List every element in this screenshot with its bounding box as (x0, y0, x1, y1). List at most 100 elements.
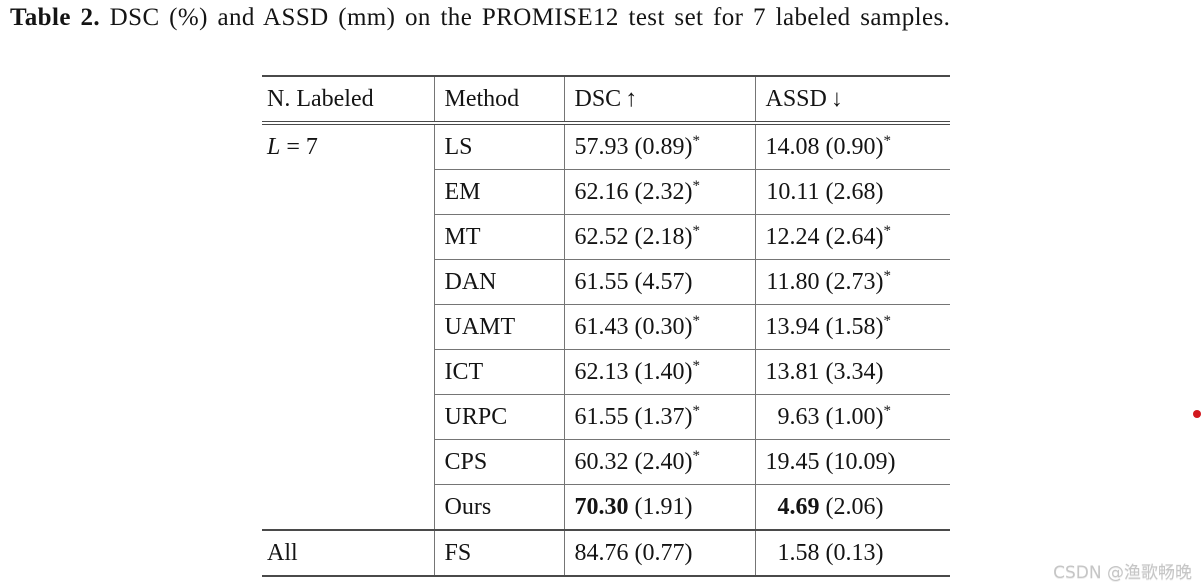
csdn-watermark: CSDN @渔歌畅晚 (1053, 563, 1192, 583)
dsc-cell: 60.32 (2.40)* (563, 439, 755, 485)
assd-value: 10.11 (766, 178, 820, 205)
header-method: Method (433, 75, 564, 125)
assd-std: (2.73) (819, 268, 884, 295)
significance-star: * (692, 177, 700, 194)
dsc-cell: 61.55 (4.57) (563, 259, 755, 305)
assd-std: (10.09) (819, 448, 896, 475)
method-cell: Ours (433, 484, 564, 531)
dsc-cell: 62.13 (1.40)* (563, 349, 755, 395)
assd-std: (2.06) (819, 493, 884, 520)
assd-std: (3.34) (819, 358, 884, 385)
dsc-value: 70.30 (574, 493, 629, 520)
assd-cell: 9.63 (1.00)* (754, 394, 950, 440)
table-row: ICT 62.13 (1.40)* 13.81 (3.34) (262, 349, 950, 395)
header-row: N. Labeled Method DSC ↑ ASSD ↓ (262, 75, 950, 125)
dsc-std: (2.40) (628, 448, 693, 475)
assd-cell: 10.11 (2.68) (754, 169, 950, 215)
table-row: L = 7 LS 57.93 (0.89)* 14.08 (0.90)* (262, 123, 950, 531)
dsc-std: (0.89) (628, 133, 693, 160)
significance-star: * (883, 312, 891, 329)
significance-star: * (883, 402, 891, 419)
assd-cell: 13.94 (1.58)* (754, 304, 950, 350)
header-n-labeled: N. Labeled (262, 75, 434, 125)
dsc-cell: 57.93 (0.89)* (563, 123, 755, 170)
table-row: EM 62.16 (2.32)* 10.11 (2.68) (262, 169, 950, 215)
assd-cell: 11.80 (2.73)* (754, 259, 950, 305)
dsc-value: 57.93 (574, 133, 629, 160)
assd-cell: 4.69 (2.06) (754, 484, 950, 531)
assd-std: (0.13) (819, 539, 884, 566)
significance-star: * (883, 267, 891, 284)
assd-std: (1.58) (819, 313, 884, 340)
header-dsc: DSC ↑ (563, 75, 755, 125)
assd-cell: 1.58 (0.13) (754, 530, 950, 577)
dsc-std: (2.32) (628, 178, 693, 205)
dsc-std: (2.18) (628, 223, 693, 250)
dsc-cell: 70.30 (1.91) (563, 484, 755, 531)
dsc-cell: 84.76 (0.77) (563, 530, 755, 577)
up-arrow-icon: ↑ (625, 85, 638, 112)
assd-std: (2.68) (819, 178, 884, 205)
group-label-cell: All (262, 530, 434, 577)
assd-cell: 13.81 (3.34) (754, 349, 950, 395)
method-cell: LS (433, 123, 564, 170)
method-cell: ICT (433, 349, 564, 395)
method-cell: EM (433, 169, 564, 215)
table-row-ours: Ours 70.30 (1.91) 4.69 (2.06) (262, 484, 950, 531)
assd-value: 9.63 (777, 403, 820, 430)
assd-value: 19.45 (765, 448, 820, 475)
dsc-std: (1.40) (628, 358, 693, 385)
dsc-value: 84.76 (574, 539, 629, 566)
group-label-cell: L = 7 (262, 123, 434, 531)
table-row: UAMT 61.43 (0.30)* 13.94 (1.58)* (262, 304, 950, 350)
assd-std: (2.64) (819, 223, 884, 250)
group-label-rest: = 7 (280, 134, 318, 160)
dsc-cell: 61.55 (1.37)* (563, 394, 755, 440)
dsc-std: (1.37) (628, 403, 693, 430)
assd-value: 13.81 (765, 358, 820, 385)
assd-value: 14.08 (765, 133, 820, 160)
assd-std: (0.90) (819, 133, 884, 160)
assd-value: 1.58 (777, 539, 820, 566)
dsc-value: 62.52 (574, 223, 629, 250)
significance-star: * (883, 222, 891, 239)
method-cell: DAN (433, 259, 564, 305)
caption-label: Table 2. (10, 4, 101, 31)
assd-value: 4.69 (777, 493, 820, 520)
dsc-std: (1.91) (628, 493, 693, 520)
assd-value: 11.80 (766, 268, 820, 295)
significance-star: * (692, 222, 700, 239)
assd-value: 12.24 (765, 223, 820, 250)
significance-star: * (692, 312, 700, 329)
method-cell: UAMT (433, 304, 564, 350)
table-row: URPC 61.55 (1.37)* 9.63 (1.00)* (262, 394, 950, 440)
significance-star: * (692, 357, 700, 374)
assd-cell: 14.08 (0.90)* (754, 123, 950, 170)
method-cell: CPS (433, 439, 564, 485)
assd-value: 13.94 (765, 313, 820, 340)
assd-cell: 12.24 (2.64)* (754, 214, 950, 260)
table-row: DAN 61.55 (4.57) 11.80 (2.73)* (262, 259, 950, 305)
significance-star: * (692, 132, 700, 149)
dsc-value: 61.55 (574, 268, 629, 295)
group-label-variable: L (267, 134, 281, 160)
dsc-value: 60.32 (574, 448, 629, 475)
significance-star: * (692, 447, 700, 464)
dsc-value: 62.13 (574, 358, 629, 385)
assd-std: (1.00) (819, 403, 884, 430)
down-arrow-icon: ↓ (830, 85, 843, 112)
table-row: CPS 60.32 (2.40)* 19.45 (10.09) (262, 439, 950, 485)
dsc-value: 61.55 (574, 403, 629, 430)
header-assd-label: ASSD (765, 85, 827, 112)
significance-star: * (692, 402, 700, 419)
dsc-std: (0.77) (628, 539, 693, 566)
header-assd: ASSD ↓ (754, 75, 950, 125)
dsc-std: (4.57) (628, 268, 693, 295)
table-row-fs: All FS 84.76 (0.77) 1.58 (0.13) (262, 530, 950, 577)
header-dsc-label: DSC (574, 85, 622, 112)
assd-cell: 19.45 (10.09) (754, 439, 950, 485)
table-caption: Table 2. DSC (%) and ASSD (mm) on the PR… (10, 4, 950, 32)
dsc-cell: 62.52 (2.18)* (563, 214, 755, 260)
dsc-cell: 62.16 (2.32)* (563, 169, 755, 215)
red-dot (1193, 410, 1201, 418)
